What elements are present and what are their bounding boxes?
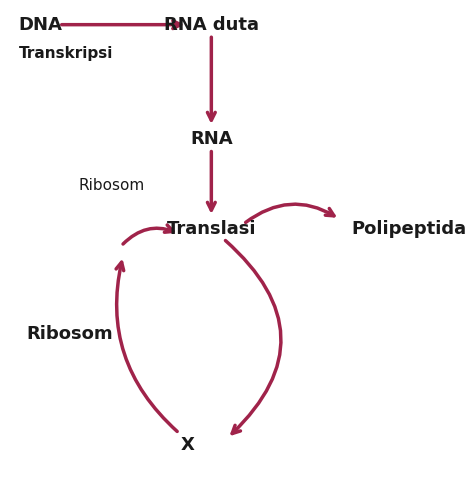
Text: DNA: DNA — [19, 16, 63, 33]
Text: Polipeptida: Polipeptida — [352, 220, 467, 238]
Text: Transkripsi: Transkripsi — [19, 46, 113, 62]
Text: X: X — [180, 436, 194, 455]
Text: Ribosom: Ribosom — [79, 178, 145, 193]
Text: RNA: RNA — [190, 130, 233, 148]
Text: Translasi: Translasi — [166, 220, 256, 238]
Text: Ribosom: Ribosom — [27, 325, 113, 342]
Text: RNA duta: RNA duta — [164, 16, 259, 33]
